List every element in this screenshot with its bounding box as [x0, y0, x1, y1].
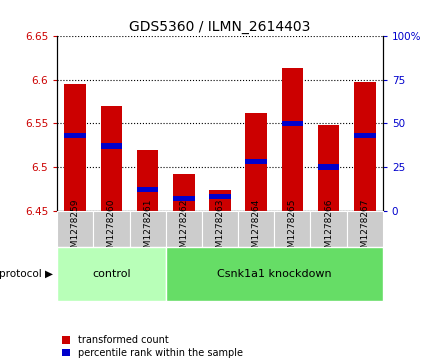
Bar: [202, 211, 238, 247]
Bar: [166, 211, 202, 247]
Text: protocol ▶: protocol ▶: [0, 269, 53, 279]
Bar: [173, 196, 194, 201]
Text: GSM1278264: GSM1278264: [252, 199, 260, 259]
Bar: [246, 113, 267, 211]
Bar: [101, 106, 122, 211]
Bar: [166, 247, 383, 301]
Bar: [57, 211, 93, 247]
Bar: [347, 211, 383, 247]
Bar: [311, 211, 347, 247]
Text: GSM1278259: GSM1278259: [71, 199, 80, 259]
Text: GSM1278261: GSM1278261: [143, 199, 152, 259]
Bar: [129, 211, 166, 247]
Text: GSM1278266: GSM1278266: [324, 199, 333, 259]
Text: GSM1278267: GSM1278267: [360, 199, 369, 259]
Title: GDS5360 / ILMN_2614403: GDS5360 / ILMN_2614403: [129, 20, 311, 34]
Bar: [209, 189, 231, 211]
Text: GSM1278262: GSM1278262: [180, 199, 188, 259]
Bar: [282, 68, 303, 211]
Bar: [354, 82, 376, 211]
Legend: transformed count, percentile rank within the sample: transformed count, percentile rank withi…: [62, 335, 242, 358]
Text: GSM1278265: GSM1278265: [288, 199, 297, 259]
Bar: [282, 121, 303, 126]
Text: GSM1278263: GSM1278263: [216, 199, 224, 259]
Bar: [246, 159, 267, 164]
Text: control: control: [92, 269, 131, 279]
Bar: [238, 211, 274, 247]
Bar: [318, 125, 339, 211]
Bar: [64, 133, 86, 138]
Bar: [173, 174, 194, 211]
Bar: [318, 164, 339, 170]
Bar: [274, 211, 311, 247]
Bar: [93, 211, 129, 247]
Bar: [209, 194, 231, 199]
Bar: [57, 247, 166, 301]
Bar: [137, 150, 158, 211]
Text: Csnk1a1 knockdown: Csnk1a1 knockdown: [217, 269, 332, 279]
Bar: [64, 84, 86, 211]
Bar: [101, 143, 122, 149]
Text: GSM1278260: GSM1278260: [107, 199, 116, 259]
Bar: [137, 187, 158, 192]
Bar: [354, 133, 376, 138]
